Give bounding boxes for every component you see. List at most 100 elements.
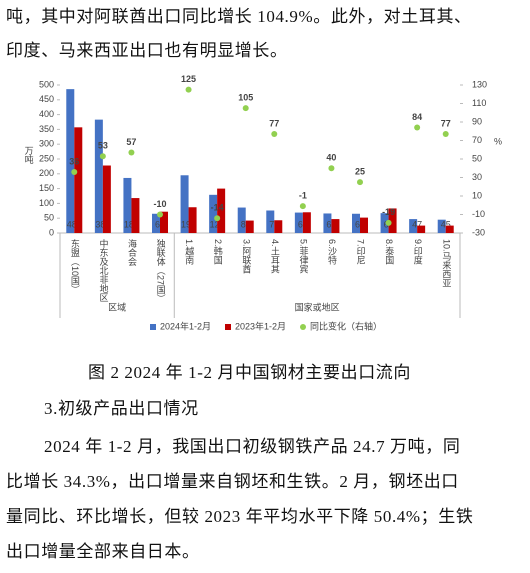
x-tick-label: 8.泰国 [384, 239, 394, 265]
x-tick-label: 10.马来西亚 [441, 239, 451, 288]
y2-tick-label: 10 [472, 190, 482, 200]
x-tick-label: 7.印尼 [356, 239, 366, 265]
x-tick-label: 9.印度 [413, 239, 423, 265]
dot [385, 219, 392, 226]
chart: 0 50 100 150 200 250 300 350 400 450 500 -30 -10 10 30… [24, 74, 502, 331]
x-tick-label: 5.菲律宾 [298, 239, 308, 274]
bar [66, 89, 75, 233]
bar [302, 212, 311, 233]
legend-swatch [225, 324, 231, 330]
legend-label: 2024年1-2月 [160, 320, 211, 331]
data-label: 40 [326, 153, 336, 163]
data-label: 77 [269, 118, 279, 128]
dot [271, 131, 278, 138]
bar [245, 220, 254, 233]
bar [180, 175, 189, 233]
y-tick-label: 300 [39, 139, 54, 149]
dot [357, 179, 363, 186]
y2-tick-label: 90 [472, 116, 482, 126]
data-label: 84 [412, 112, 422, 122]
bar [331, 219, 340, 233]
data-label: 53 [98, 141, 108, 151]
legend-swatch [150, 324, 156, 330]
y-tick-label: 500 [39, 79, 54, 89]
x-tick-label: 2.韩国 [213, 239, 223, 265]
bar [188, 207, 197, 233]
y2-tick-label: 70 [472, 135, 482, 145]
bar [217, 188, 226, 233]
bar [152, 213, 160, 233]
data-label: 57 [126, 137, 136, 147]
data-label: 47 [412, 219, 422, 229]
x-tick-label: 东盟（10国） [70, 238, 80, 294]
bar [352, 213, 360, 233]
y-tick-label: 100 [39, 198, 54, 208]
data-label: -14 [211, 203, 224, 213]
text-line: 2024 年 1-2 月，我国出口初级钢铁产品 24.7 万吨，同 [44, 437, 461, 456]
bar [409, 219, 418, 233]
bar [380, 213, 389, 233]
bar [445, 225, 454, 233]
text-line: 印度、马来西亚出口也有明显增长。 [6, 41, 288, 60]
data-label: 25 [355, 167, 365, 177]
bar [131, 198, 140, 233]
legend-label: 同比变化（右轴） [310, 320, 382, 331]
data-label: 45 [441, 219, 451, 229]
y2-tick-label: 50 [472, 153, 482, 163]
text-line: 出口增量全部来自日本。 [6, 542, 200, 561]
bar [323, 213, 332, 233]
caption: 图 2 2024 年 1-2 月中国钢材主要出口流向 [88, 363, 412, 382]
bar [388, 208, 397, 233]
y2-tick-label: -10 [472, 209, 485, 219]
x-tick-label: 6.沙特 [327, 239, 337, 265]
dot [414, 124, 421, 131]
y2-tick-label: 30 [472, 172, 482, 182]
dot [328, 165, 335, 172]
y-tick-label: 150 [39, 183, 54, 193]
dot [157, 211, 163, 218]
y-tick-label: 350 [39, 124, 54, 134]
y-tick-label: 400 [39, 109, 54, 119]
dot [99, 153, 106, 160]
data-label: -19 [382, 207, 395, 217]
text-line: 比增长 34.3%，出口增量来自钢坯和生铁。2 月，钢坯出口 [6, 472, 459, 491]
y-tick-label: 50 [44, 213, 54, 223]
legend-label: 2023年1-2月 [235, 320, 286, 331]
bar [94, 119, 103, 233]
bar [294, 212, 303, 233]
y2-tick-label: -30 [472, 227, 485, 237]
text-line: 吨，其中对阿联酋出口同比增长 104.9%。此外，对土耳其、 [6, 7, 472, 26]
x-tick-label: 海合会 [127, 238, 137, 267]
group-label: 区域 [108, 301, 126, 312]
bar [274, 220, 283, 233]
y-tick-label: 450 [39, 94, 54, 104]
y-tick-label: 0 [49, 227, 54, 237]
bar [417, 225, 426, 233]
data-label: 125 [181, 74, 196, 84]
bar [209, 194, 218, 233]
y-tick-label: 200 [39, 168, 54, 178]
dot [214, 215, 221, 222]
dot [185, 86, 192, 93]
data-label: -1 [299, 191, 307, 201]
x-tick-label: 独联体（27国） [156, 238, 166, 303]
x-tick-label: 3.阿联酋 [241, 239, 251, 274]
legend-swatch [300, 324, 306, 330]
data-label: -10 [153, 199, 166, 209]
bar [237, 207, 246, 233]
y2-tick-label: 110 [472, 98, 486, 108]
y2-tick-label: 130 [472, 79, 487, 89]
heading: 3.初级产品出口情况 [44, 399, 199, 418]
x-tick-label: 4.土耳其 [270, 239, 280, 274]
x-tick-label: 1.越南 [184, 239, 194, 265]
data-label: 105 [238, 93, 253, 103]
bar [160, 211, 168, 233]
data-label: 77 [441, 118, 451, 128]
y-axis-title: 万吨 [24, 146, 34, 164]
bar [360, 217, 368, 233]
dot [242, 105, 249, 112]
text-line: 量同比、环比增长，但较 2023 年平均水平下降 50.4%；生铁 [6, 507, 474, 526]
bar [102, 165, 111, 233]
y2-axis-title: % [494, 136, 502, 146]
